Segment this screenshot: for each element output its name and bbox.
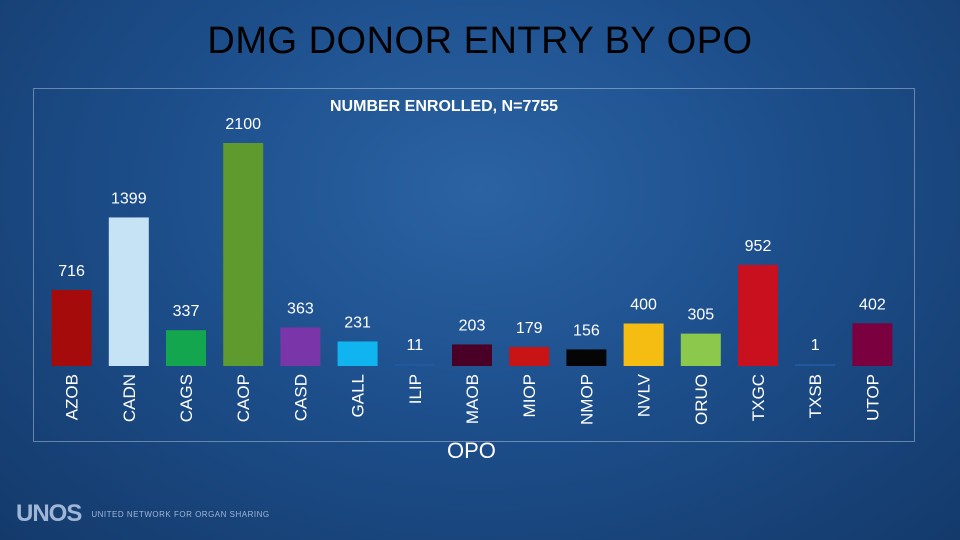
x-tick-maob: MAOB [463,374,482,424]
data-label-nvlv: 400 [630,297,657,314]
bar-azob [51,289,92,366]
x-tick-utop: UTOP [863,374,882,421]
x-tick-miop: MIOP [520,374,539,417]
bar-utop [852,323,893,366]
bar-miop [509,346,550,366]
data-label-maob: 203 [459,317,486,334]
bar-oruo [680,333,721,366]
logo-text: UNITED NETWORK FOR ORGAN SHARING [91,509,270,519]
x-tick-oruo: ORUO [692,374,711,425]
x-tick-gall: GALL [349,374,368,417]
bar-cadn [108,217,149,366]
data-label-cags: 337 [173,303,200,320]
bar-cags [166,330,206,366]
bar-nmop [566,349,607,366]
x-tick-txsb: TXSB [806,374,825,418]
data-label-miop: 179 [516,320,543,337]
data-label-caop: 2100 [225,116,261,133]
data-label-casd: 363 [287,300,314,317]
data-label-nmop: 156 [573,322,600,339]
bar-nvlv [623,323,664,366]
x-tick-ilip: ILIP [406,374,425,404]
logo-mark: UNOS [16,500,82,527]
data-label-azob: 716 [58,263,85,280]
data-label-cadn: 1399 [111,190,147,207]
x-axis-title: OPO [447,438,496,463]
data-label-utop: 402 [859,296,886,313]
data-label-ilip: 11 [406,337,423,354]
x-tick-azob: AZOB [63,374,82,420]
x-tick-nmop: NMOP [577,374,596,425]
data-label-oruo: 305 [687,307,714,324]
bar-casd [280,327,321,366]
bar-txgc [738,264,778,366]
chart-frame [33,88,915,442]
bar-gall [337,341,378,366]
bar-maob [452,344,492,366]
x-tick-caop: CAOP [234,374,253,422]
unos-logo: UNOS UNITED NETWORK FOR ORGAN SHARING [16,500,270,528]
bar-ilip [394,364,435,366]
data-label-gall: 231 [344,314,371,331]
bar-txsb [795,364,836,366]
x-tick-casd: CASD [291,374,310,421]
x-tick-cags: CAGS [177,374,196,422]
x-tick-cadn: CADN [120,374,139,422]
x-tick-txgc: TXGC [749,374,768,421]
chart-title: NUMBER ENROLLED, N=7755 [330,98,559,115]
data-label-txgc: 952 [745,238,772,255]
slide-title: DMG DONOR ENTRY BY OPO [207,20,753,62]
x-tick-nvlv: NVLV [635,373,654,417]
data-label-txsb: 1 [811,337,820,354]
bar-caop [223,143,264,366]
